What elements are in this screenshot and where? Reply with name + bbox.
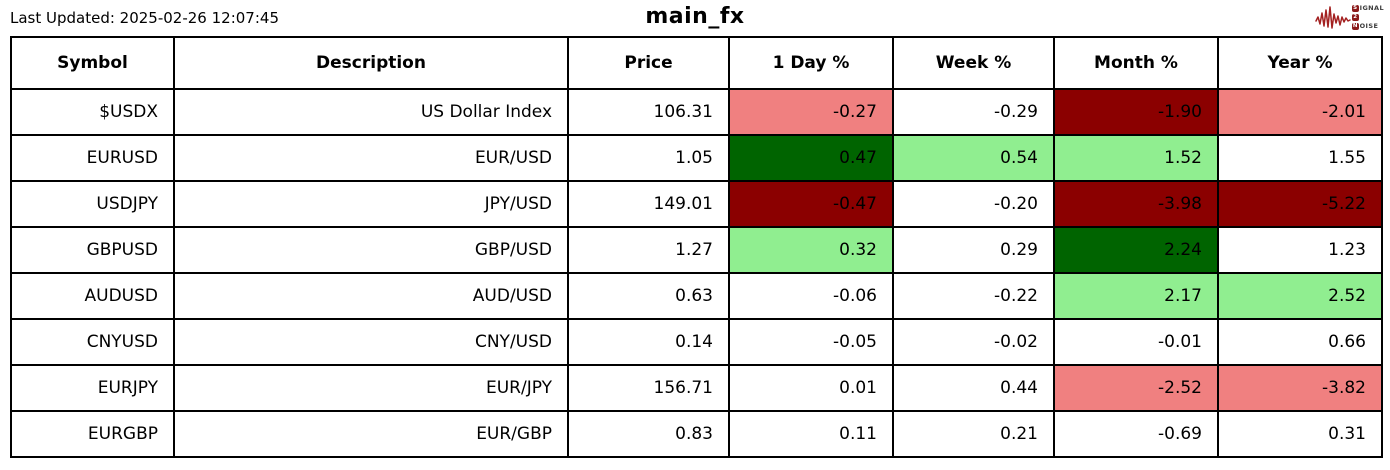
- price-cell: 1.27: [567, 226, 730, 274]
- logo-line-2: 2: [1351, 13, 1384, 21]
- last-updated-label: Last Updated: 2025-02-26 12:07:45: [10, 9, 279, 27]
- symbol-cell: EURUSD: [10, 134, 175, 182]
- month-pct-cell: -0.01: [1053, 318, 1219, 366]
- month-pct-cell: 2.24: [1053, 226, 1219, 274]
- description-cell: US Dollar Index: [173, 88, 569, 136]
- logo-text-oise: OISE: [1359, 22, 1379, 30]
- table-row: USDJPY JPY/USD 149.01 -0.47 -0.20 -3.98 -5.22: [10, 180, 1383, 228]
- day-pct-cell: -0.47: [728, 180, 894, 228]
- logo-letter-box-n: N: [1351, 22, 1359, 30]
- table-row: AUDUSD AUD/USD 0.63 -0.06 -0.22 2.17 2.52: [10, 272, 1383, 320]
- table-row: EURUSD EUR/USD 1.05 0.47 0.54 1.52 1.55: [10, 134, 1383, 182]
- price-cell: 156.71: [567, 364, 730, 412]
- symbol-cell: GBPUSD: [10, 226, 175, 274]
- month-pct-cell: 1.52: [1053, 134, 1219, 182]
- symbol-cell: $USDX: [10, 88, 175, 136]
- page-title: main_fx: [645, 4, 745, 29]
- table-row: CNYUSD CNY/USD 0.14 -0.05 -0.02 -0.01 0.66: [10, 318, 1383, 366]
- month-pct-cell: 2.17: [1053, 272, 1219, 320]
- day-pct-cell: 0.32: [728, 226, 894, 274]
- logo-text-ignal: IGNAL: [1359, 4, 1384, 12]
- year-pct-cell: -3.82: [1217, 364, 1383, 412]
- col-header-month-pct: Month %: [1053, 36, 1219, 90]
- logo-line-signal: S IGNAL: [1351, 4, 1384, 12]
- col-header-1day-pct: 1 Day %: [728, 36, 894, 90]
- table-row: EURGBP EUR/GBP 0.83 0.11 0.21 -0.69 0.31: [10, 410, 1383, 458]
- description-cell: AUD/USD: [173, 272, 569, 320]
- year-pct-cell: 0.66: [1217, 318, 1383, 366]
- year-pct-cell: -5.22: [1217, 180, 1383, 228]
- col-header-price: Price: [567, 36, 730, 90]
- day-pct-cell: -0.05: [728, 318, 894, 366]
- description-cell: EUR/GBP: [173, 410, 569, 458]
- symbol-cell: AUDUSD: [10, 272, 175, 320]
- price-cell: 0.14: [567, 318, 730, 366]
- week-pct-cell: 0.21: [892, 410, 1055, 458]
- col-header-description: Description: [173, 36, 569, 90]
- signal2noise-logo: S IGNAL 2 N OISE: [1314, 4, 1384, 30]
- year-pct-cell: 2.52: [1217, 272, 1383, 320]
- col-header-year-pct: Year %: [1217, 36, 1383, 90]
- day-pct-cell: 0.11: [728, 410, 894, 458]
- logo-letter-box-2: 2: [1351, 13, 1359, 21]
- table-row: $USDX US Dollar Index 106.31 -0.27 -0.29 -1.9…: [10, 88, 1383, 136]
- week-pct-cell: 0.54: [892, 134, 1055, 182]
- month-pct-cell: -3.98: [1053, 180, 1219, 228]
- symbol-cell: USDJPY: [10, 180, 175, 228]
- price-cell: 0.63: [567, 272, 730, 320]
- day-pct-cell: -0.27: [728, 88, 894, 136]
- col-header-week-pct: Week %: [892, 36, 1055, 90]
- week-pct-cell: -0.22: [892, 272, 1055, 320]
- table-row: GBPUSD GBP/USD 1.27 0.32 0.29 2.24 1.23: [10, 226, 1383, 274]
- col-header-symbol: Symbol: [10, 36, 175, 90]
- price-cell: 1.05: [567, 134, 730, 182]
- price-cell: 106.31: [567, 88, 730, 136]
- fx-table-body: $USDX US Dollar Index 106.31 -0.27 -0.29 -1.9…: [10, 88, 1383, 458]
- symbol-cell: EURGBP: [10, 410, 175, 458]
- price-cell: 0.83: [567, 410, 730, 458]
- week-pct-cell: -0.02: [892, 318, 1055, 366]
- year-pct-cell: 1.23: [1217, 226, 1383, 274]
- symbol-cell: CNYUSD: [10, 318, 175, 366]
- week-pct-cell: -0.20: [892, 180, 1055, 228]
- day-pct-cell: 0.01: [728, 364, 894, 412]
- price-cell: 149.01: [567, 180, 730, 228]
- year-pct-cell: 0.31: [1217, 410, 1383, 458]
- day-pct-cell: -0.06: [728, 272, 894, 320]
- description-cell: CNY/USD: [173, 318, 569, 366]
- description-cell: GBP/USD: [173, 226, 569, 274]
- description-cell: EUR/JPY: [173, 364, 569, 412]
- week-pct-cell: 0.44: [892, 364, 1055, 412]
- month-pct-cell: -2.52: [1053, 364, 1219, 412]
- logo-text: S IGNAL 2 N OISE: [1351, 4, 1384, 30]
- waveform-icon: [1314, 6, 1351, 29]
- fx-table: Symbol Description Price 1 Day % Week % …: [10, 36, 1383, 458]
- year-pct-cell: -2.01: [1217, 88, 1383, 136]
- logo-letter-box-s: S: [1351, 4, 1359, 12]
- week-pct-cell: 0.29: [892, 226, 1055, 274]
- symbol-cell: EURJPY: [10, 364, 175, 412]
- table-row: EURJPY EUR/JPY 156.71 0.01 0.44 -2.52 -3.82: [10, 364, 1383, 412]
- week-pct-cell: -0.29: [892, 88, 1055, 136]
- day-pct-cell: 0.47: [728, 134, 894, 182]
- header-row: Symbol Description Price 1 Day % Week % …: [10, 36, 1383, 90]
- month-pct-cell: -0.69: [1053, 410, 1219, 458]
- month-pct-cell: -1.90: [1053, 88, 1219, 136]
- year-pct-cell: 1.55: [1217, 134, 1383, 182]
- logo-line-noise: N OISE: [1351, 22, 1384, 30]
- description-cell: EUR/USD: [173, 134, 569, 182]
- description-cell: JPY/USD: [173, 180, 569, 228]
